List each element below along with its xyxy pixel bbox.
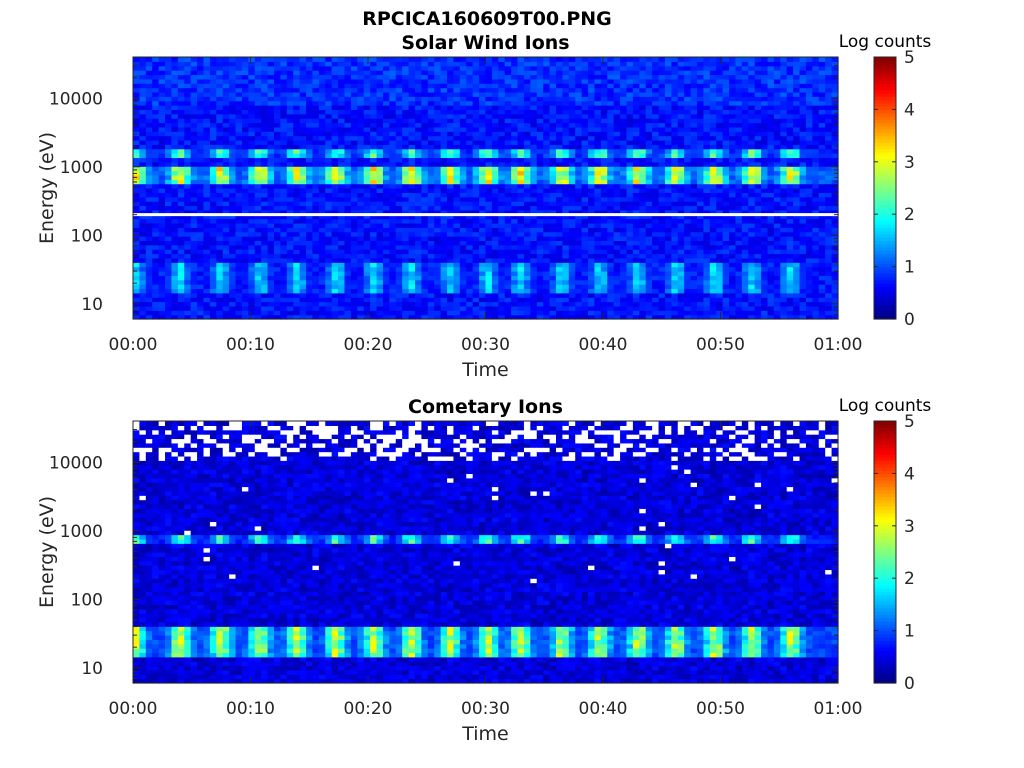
panel-title: Solar Wind Ions <box>401 32 569 54</box>
y-tick-label: 1000 <box>60 522 103 542</box>
x-tick-label: 00:40 <box>579 335 628 355</box>
x-tick-label: 01:00 <box>814 699 863 719</box>
x-tick-label: 00:30 <box>461 335 510 355</box>
x-tick-label: 00:30 <box>461 699 510 719</box>
colorbar-tick-label: 0 <box>904 310 915 330</box>
colorbar-tick-label: 3 <box>904 153 915 173</box>
y-tick-label: 10000 <box>49 89 103 109</box>
colorbar-label: Log counts <box>839 32 932 52</box>
y-axis-label: Energy (eV) <box>36 496 58 608</box>
x-tick-label: 00:20 <box>344 699 393 719</box>
x-tick-label: 00:00 <box>109 335 158 355</box>
colorbar-tick-label: 1 <box>904 622 915 642</box>
y-tick-label: 10000 <box>49 453 103 473</box>
colorbar-tick-label: 2 <box>904 205 915 225</box>
colorbar-tick-label: 4 <box>904 464 915 484</box>
y-tick-label: 10 <box>81 659 103 679</box>
heatmap-cells <box>133 57 839 320</box>
colorbar-tick-label: 5 <box>904 48 915 68</box>
colorbar-tick-label: 0 <box>904 674 915 694</box>
y-axis: 10 100 1000 10000 <box>49 420 838 684</box>
x-axis-label: Time <box>461 723 509 745</box>
x-tick-label: 00:00 <box>109 699 158 719</box>
x-axis: 00:00 00:10 00:20 00:30 00:40 00:50 01:00 <box>109 421 863 719</box>
x-tick-label: 00:20 <box>344 335 393 355</box>
colorbar-label: Log counts <box>839 396 932 416</box>
x-tick-label: 00:10 <box>226 699 275 719</box>
x-axis: 00:00 00:10 00:20 00:30 00:40 00:50 01:00 <box>109 57 863 355</box>
y-tick-label: 100 <box>71 590 103 610</box>
heatmap-cells <box>133 421 839 684</box>
colorbar-tick-label: 4 <box>904 100 915 120</box>
y-tick-label: 1000 <box>60 158 103 178</box>
y-tick-label: 100 <box>71 226 103 246</box>
panel-title: Cometary Ions <box>408 396 563 418</box>
colorbar-tick-label: 5 <box>904 412 915 432</box>
colorbar-tick-label: 2 <box>904 569 915 589</box>
x-tick-label: 00:10 <box>226 335 275 355</box>
figure-title: RPCICA160609T00.PNG <box>362 8 612 30</box>
y-axis: 10 100 1000 10000 <box>49 56 838 320</box>
colorbar-tick-label: 3 <box>904 517 915 537</box>
y-tick-label: 10 <box>81 295 103 315</box>
x-axis-label: Time <box>461 359 509 381</box>
x-tick-label: 00:50 <box>696 335 745 355</box>
x-tick-label: 01:00 <box>814 335 863 355</box>
colorbar-tick-label: 1 <box>904 258 915 278</box>
y-axis-label: Energy (eV) <box>36 132 58 244</box>
x-tick-label: 00:50 <box>696 699 745 719</box>
x-tick-label: 00:40 <box>579 699 628 719</box>
